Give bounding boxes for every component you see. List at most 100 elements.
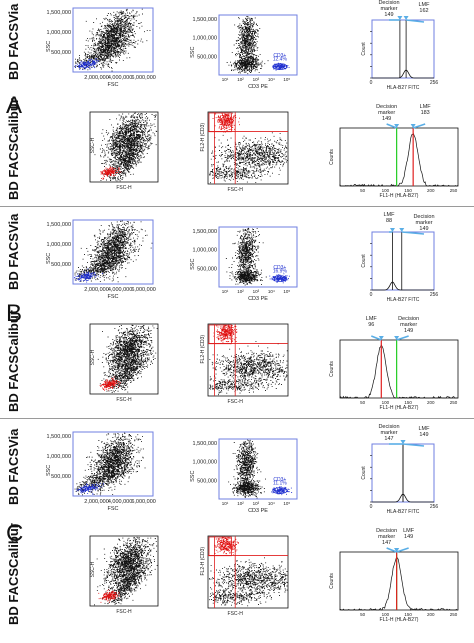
x-tick-label: 10⁴ (268, 501, 275, 506)
x-axis-label: FSC (108, 82, 119, 88)
x-axis-label: HLA-B27 FITC (387, 509, 420, 515)
x-axis-label: FSC-H (228, 611, 244, 617)
scatter-events (100, 125, 156, 182)
callout-arrow (386, 547, 397, 553)
facscalibur-hla-b27-histogram-c: 50 100 150 200 250 FL1-H (HLA-B27) Counts (329, 551, 459, 623)
panel-letter-c: C (6, 520, 24, 547)
y-axis-label: Counts (329, 361, 335, 377)
x-tick-label: 200 (427, 400, 435, 405)
x-tick-label: 6,000,000 (131, 287, 155, 293)
y-axis-label: SSC-H (90, 349, 96, 365)
x-tick-label: 10¹ (222, 77, 229, 82)
events-lower (209, 373, 280, 396)
facsvia-hla-b27-histogram-a: 0 256 HLA-B27 FITC Count (361, 19, 438, 91)
y-axis-label: SSC (46, 41, 52, 52)
lymphocyte-gate-events (98, 589, 120, 603)
x-tick-label: 100 (382, 612, 390, 617)
x-tick-label: 4,000,000 (108, 75, 132, 81)
y-axis-label: SSC-H (90, 137, 96, 153)
x-tick-label: 250 (450, 612, 458, 617)
callout-arrow (412, 123, 426, 129)
x-tick-label: 10³ (253, 77, 260, 82)
cd3-positive-events (213, 324, 238, 345)
y-tick-label: 1,500,000 (193, 229, 217, 235)
y-tick-label: 1,000,000 (47, 242, 71, 248)
x-tick-label: 150 (404, 400, 412, 405)
event-cloud (232, 439, 262, 497)
x-tick-label: 10⁵ (283, 501, 290, 506)
y-tick-label: 1,500,000 (47, 434, 71, 440)
panel-divider-ab (0, 206, 474, 207)
facsvia-callout-right-c: LMF 149 (400, 426, 430, 447)
cd3-gate-percent: 11.1% (273, 481, 287, 487)
y-axis-label: FL2-H (CD3) (200, 123, 206, 152)
scatter-events (106, 343, 157, 393)
x-tick-label: 6,000,000 (131, 75, 155, 81)
x-tick-label: 200 (427, 612, 435, 617)
x-axis-label: FSC-H (228, 399, 244, 405)
callout-arrowhead (403, 16, 409, 20)
y-axis-label: FL2-H (CD3) (200, 335, 206, 364)
x-tick-label: 10² (237, 77, 244, 82)
x-tick-label: 10³ (253, 289, 260, 294)
callout-arrow (396, 547, 409, 553)
y-tick-label: 1,000,000 (47, 30, 71, 36)
facsvia-cd3-ssc-plot-c: CD3+11.1% 500,000 1,000,000 1,500,000 10¹ 10²… (190, 438, 298, 514)
x-tick-label: 0 (370, 504, 373, 510)
y-axis-label: SSC (46, 253, 52, 264)
x-tick-label: 256 (430, 292, 439, 298)
callout-arrowhead (399, 228, 405, 232)
cd3-gate-percent: 16.9% (273, 269, 288, 275)
facscalibur-callout-right-a: LMF 183 (410, 104, 431, 129)
plot-frame (339, 127, 459, 187)
x-tick-label: 100 (382, 188, 390, 193)
panel-divider-bc (0, 418, 474, 419)
facsvia-callout-right-b: Decision marker 149 (399, 214, 435, 235)
x-axis-label: HLA-B27 FITC (387, 85, 420, 91)
y-axis-label: SSC (190, 47, 196, 58)
facscalibur-fsc-ssc-plot-c: FSC-H SSC-H (89, 535, 159, 615)
y-axis-label: SSC-H (90, 561, 96, 577)
facsvia-callout-left-b: LMF 88 (384, 212, 396, 233)
x-tick-label: 10⁴ (268, 289, 275, 294)
y-axis-label: Count (361, 42, 367, 56)
callout-arrow (386, 123, 397, 129)
callout-label: Decision marker 149 (378, 0, 399, 18)
x-tick-label: 50 (360, 188, 366, 193)
x-tick-label: 0 (370, 80, 373, 86)
x-tick-label: 50 (360, 400, 366, 405)
events-lower (209, 582, 272, 607)
facsvia-hla-b27-histogram-c: 0 256 HLA-B27 FITC Count (361, 443, 438, 515)
x-axis-label: HLA-B27 FITC (387, 297, 420, 303)
facscalibur-fl2-plot-c: FSC-H FL2-H (CD3) (200, 535, 289, 617)
y-tick-label: 500,000 (51, 262, 71, 268)
x-axis-label: FSC (108, 506, 119, 512)
callout-label: LMF 88 (384, 212, 396, 224)
y-axis-label: Counts (329, 149, 335, 165)
cd3-gate (272, 275, 288, 283)
cd3-negative-events (228, 477, 266, 499)
x-tick-label: 250 (450, 188, 458, 193)
facscalibur-fl2-plot-a: FSC-H FL2-H (CD3) (200, 111, 289, 193)
facscalibur-callout-left-a: Decision marker 149 (376, 104, 400, 129)
x-tick-label: 10³ (253, 501, 260, 506)
x-tick-label: 4,000,000 (108, 287, 132, 293)
callout-arrow (402, 443, 425, 447)
y-axis-label: Counts (329, 573, 335, 589)
y-tick-label: 1,000,000 (193, 460, 217, 466)
facscalibur-callout-right-b: Decision marker 149 (394, 316, 419, 341)
plot-frame (339, 339, 459, 399)
facsvia-callout-left-a: Decision marker 149 (378, 0, 403, 21)
histogram-curve (372, 281, 434, 291)
callout-arrowhead (394, 548, 400, 552)
x-tick-label: 2,000,000 (84, 499, 108, 505)
x-axis-label: FSC-H (116, 609, 132, 615)
plot-frame (339, 551, 459, 611)
callout-label: Decision marker 149 (398, 316, 419, 334)
histogram-curve (339, 132, 459, 187)
cd3-negative-events (226, 262, 267, 286)
y-tick-label: 500,000 (197, 478, 217, 484)
y-tick-label: 1,500,000 (47, 10, 71, 16)
plot-frame (371, 19, 435, 79)
facscalibur-fsc-ssc-plot-a: FSC-H SSC-H (89, 111, 159, 191)
